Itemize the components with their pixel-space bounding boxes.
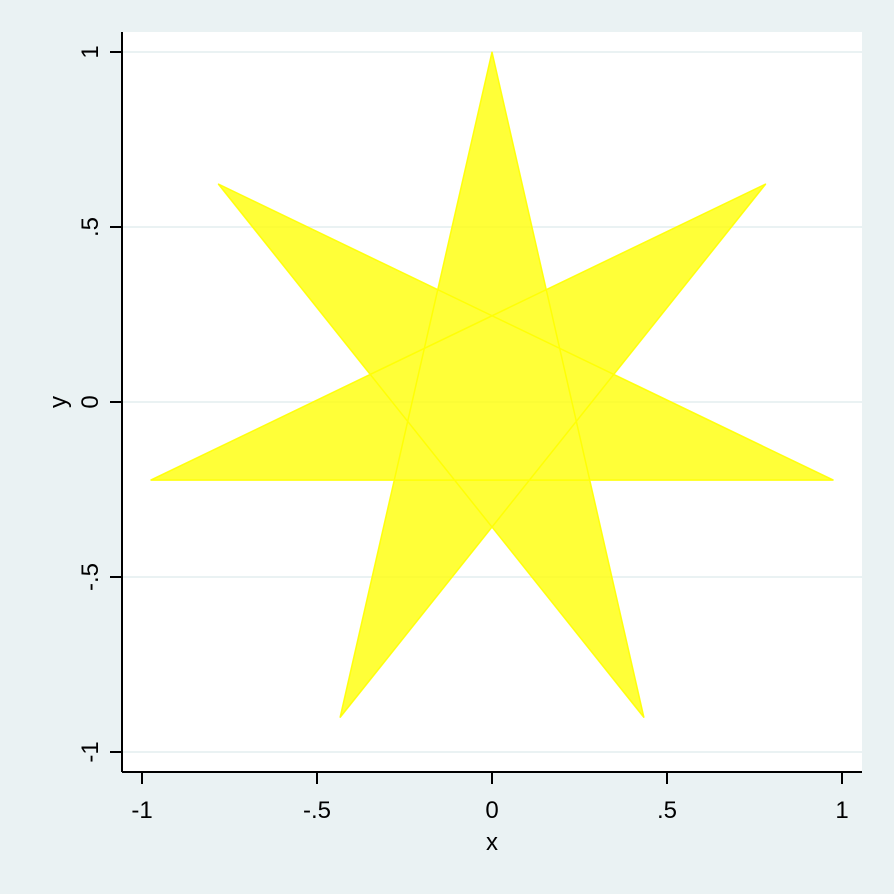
x-tick-label: 1 (835, 797, 848, 824)
star-vertex (832, 479, 834, 481)
axes: -1 -.5 0 .5 1 -1 -.5 0 .5 1 (77, 32, 862, 824)
y-axis-title: y (45, 396, 72, 408)
x-tick-label: 0 (485, 797, 498, 824)
star-vertex (339, 716, 341, 718)
star-vertex (217, 183, 219, 185)
star-vertex (491, 51, 493, 53)
x-tick-label: -.5 (303, 797, 331, 824)
x-axis-title: x (486, 829, 498, 856)
series-layer (150, 51, 834, 718)
star-vertex (643, 716, 645, 718)
y-tick-label: -.5 (77, 563, 104, 591)
star-polygon (150, 51, 834, 718)
x-tick-label: .5 (657, 797, 677, 824)
y-tick-label: .5 (77, 217, 104, 237)
star-vertex (765, 183, 767, 185)
y-tick-label: 1 (77, 45, 104, 58)
x-tick-label: -1 (131, 797, 152, 824)
star-vertex (150, 479, 152, 481)
y-tick-label: 0 (77, 395, 104, 408)
y-tick-label: -1 (77, 741, 104, 762)
